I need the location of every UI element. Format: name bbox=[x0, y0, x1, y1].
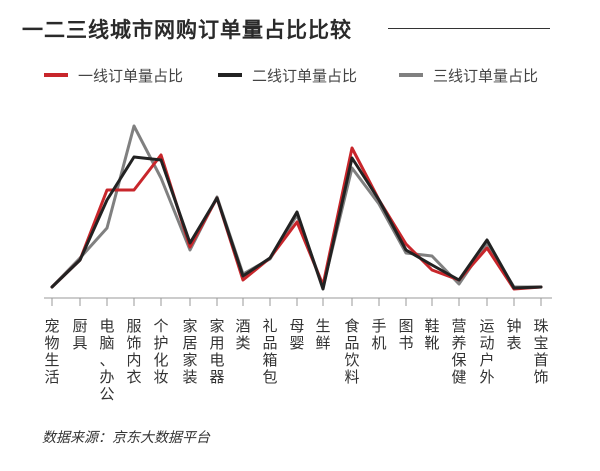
series-layer bbox=[50, 124, 543, 291]
legend-label-tier2: 二线订单量占比 bbox=[252, 66, 358, 85]
x-tick-label: 服饰内衣 bbox=[126, 317, 142, 386]
chart-title: 一二三线城市网购订单量占比比较 bbox=[22, 18, 352, 42]
x-tick-label: 家居家装 bbox=[182, 317, 198, 386]
legend-item-tier3: 三线订单量占比 bbox=[399, 64, 538, 86]
legend-label-tier1: 一线订单量占比 bbox=[78, 66, 184, 85]
legend-label-tier3: 三线订单量占比 bbox=[433, 66, 539, 85]
legend-item-tier2: 二线订单量占比 bbox=[218, 64, 357, 86]
x-tick-label: 酒类 bbox=[235, 317, 251, 352]
source-note: 数据来源：京东大数据平台 bbox=[42, 430, 210, 446]
tick-layer bbox=[51, 298, 542, 306]
legend-item-tier1: 一线订单量占比 bbox=[44, 64, 183, 86]
x-tick-label: 手机 bbox=[371, 317, 387, 352]
legend-swatch-tier3 bbox=[399, 73, 423, 77]
legend: 一线订单量占比 二线订单量占比 三线订单量占比 bbox=[0, 64, 600, 86]
x-tick-label: 电脑、办公 bbox=[99, 317, 115, 403]
x-tick-label: 家用电器 bbox=[209, 317, 225, 386]
x-tick-label: 个护化妆 bbox=[153, 317, 169, 386]
x-tick-label: 食品饮料 bbox=[344, 317, 360, 386]
legend-swatch-tier2 bbox=[218, 73, 242, 77]
legend-swatch-tier1 bbox=[44, 73, 68, 77]
x-tick-label: 鞋靴 bbox=[424, 317, 440, 352]
series-line-2 bbox=[50, 155, 543, 291]
x-tick-label: 营养保健 bbox=[451, 317, 467, 386]
x-tick-label: 宠物生活 bbox=[44, 317, 60, 386]
x-tick-label: 珠宝首饰 bbox=[533, 317, 549, 386]
x-tick-label: 母婴 bbox=[289, 317, 305, 352]
x-tick-label: 礼品箱包 bbox=[262, 317, 278, 386]
x-tick-label: 钟表 bbox=[506, 317, 522, 352]
x-tick-label: 运动户外 bbox=[479, 317, 495, 386]
x-tick-label: 厨具 bbox=[72, 317, 88, 352]
x-tick-label: 图书 bbox=[398, 317, 414, 352]
title-rule bbox=[388, 28, 550, 29]
series-line-3 bbox=[50, 124, 543, 289]
x-tick-label: 生鲜 bbox=[315, 317, 331, 352]
